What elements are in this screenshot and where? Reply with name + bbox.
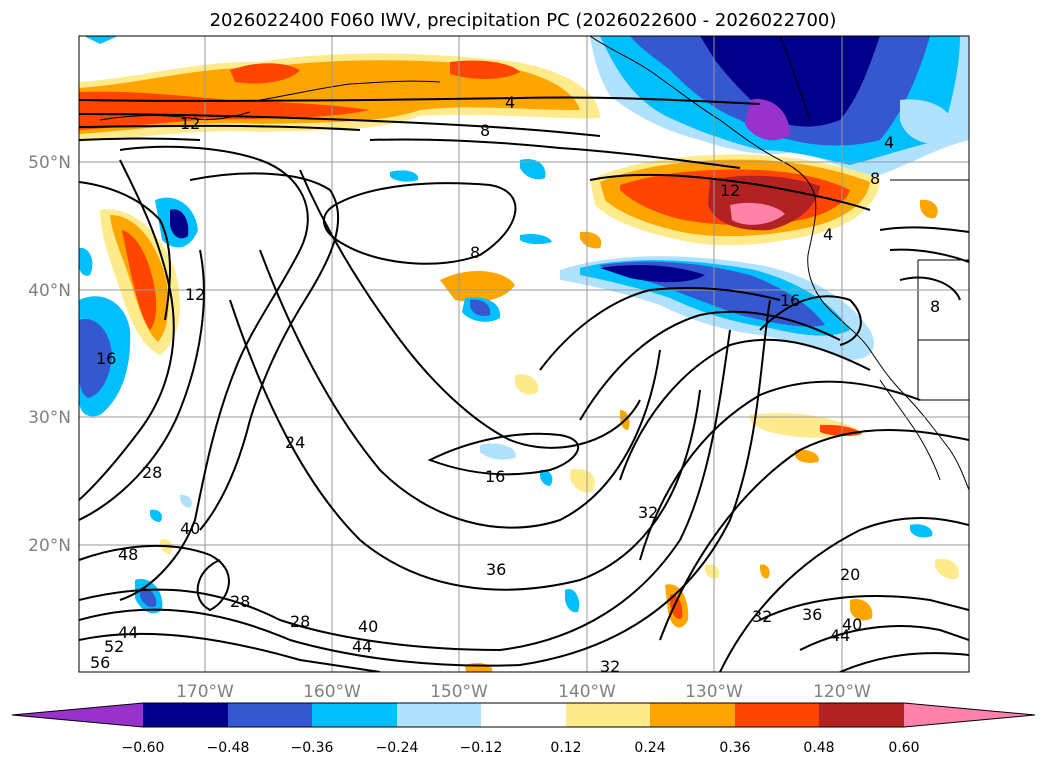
lon-labels: 170°W 160°W 150°W 140°W 130°W 120°W (176, 682, 871, 702)
contour-label: 12 (180, 114, 200, 133)
contour-label: 48 (118, 545, 138, 564)
colorbar-extend-right (904, 703, 1035, 727)
contour-label: 28 (142, 463, 162, 482)
colorbar-label: −0.36 (291, 740, 334, 756)
lat-label: 50°N (28, 153, 71, 173)
lat-label: 20°N (28, 536, 71, 556)
map-area: 4 8 12 8 4 12 4 8 16 12 16 8 16 24 28 40… (79, 36, 969, 676)
contour-label: 16 (780, 291, 800, 310)
lon-label: 120°W (813, 682, 871, 702)
lon-label: 140°W (558, 682, 616, 702)
colorbar-segment (143, 703, 228, 727)
contour-label: 16 (96, 349, 116, 368)
contour-label: 4 (505, 93, 515, 112)
colorbar-segment (481, 703, 566, 727)
contour-label: 20 (840, 565, 860, 584)
lon-label: 160°W (303, 682, 361, 702)
colorbar-label: 0.60 (888, 740, 919, 756)
contour-label: 12 (185, 285, 205, 304)
contour-label: 52 (104, 637, 124, 656)
contour-label: 40 (842, 615, 862, 634)
colorbar-segment (228, 703, 312, 727)
colorbar-label: −0.48 (207, 740, 250, 756)
graticule (79, 36, 969, 672)
contour-label: 8 (470, 243, 480, 262)
colorbar-segment (819, 703, 904, 727)
contour-label: 44 (830, 626, 850, 645)
contour-label: 40 (358, 617, 378, 636)
colorbar-segment (397, 703, 481, 727)
colorbar-label: 0.36 (719, 740, 750, 756)
lat-label: 30°N (28, 408, 71, 428)
colorbar-label: −0.12 (460, 740, 503, 756)
contour-label: 28 (230, 592, 250, 611)
contour-label: 44 (352, 637, 372, 656)
contour-label: 8 (480, 121, 490, 140)
contour-labels: 4 8 12 8 4 12 4 8 16 12 16 8 16 24 28 40… (90, 93, 940, 676)
colorbar-label: −0.24 (376, 740, 419, 756)
lat-label: 40°N (28, 281, 71, 301)
map-frame (78, 35, 970, 673)
colorbar: −0.60 −0.48 −0.36 −0.24 −0.12 0.12 0.24 … (11, 702, 1036, 756)
contour-label: 32 (600, 657, 620, 676)
colorbar-label: 0.48 (803, 740, 834, 756)
lon-label: 170°W (176, 682, 234, 702)
contour-label: 8 (870, 169, 880, 188)
contour-label: 8 (930, 297, 940, 316)
colorbar-segment (735, 703, 819, 727)
contour-label: 44 (118, 623, 138, 642)
lon-label: 130°W (685, 682, 743, 702)
coastlines (99, 36, 969, 491)
colorbar-segment (312, 703, 397, 727)
colorbar-segment (566, 703, 650, 727)
contour-label: 28 (290, 612, 310, 631)
lat-labels: 50°N 40°N 30°N 20°N (28, 153, 71, 556)
map-title: 2026022400 F060 IWV, precipitation PC (2… (210, 10, 837, 31)
contour-label: 36 (486, 560, 506, 579)
colorbar-label: −0.60 (122, 740, 165, 756)
colorbar-segment (650, 703, 735, 727)
contour-label: 12 (720, 181, 740, 200)
contour-label: 32 (752, 607, 772, 626)
contour-label: 36 (802, 605, 822, 624)
contour-label: 16 (485, 467, 505, 486)
colorbar-extend-left (12, 703, 143, 727)
precip-shading (79, 36, 969, 672)
colorbar-label: 0.12 (550, 740, 581, 756)
contour-label: 4 (823, 225, 833, 244)
contour-label: 40 (180, 519, 200, 538)
colorbar-label: 0.24 (634, 740, 665, 756)
contour-label: 4 (884, 133, 894, 152)
lon-label: 150°W (430, 682, 488, 702)
contour-label: 32 (638, 503, 658, 522)
contour-label: 56 (90, 653, 110, 672)
iwv-contours (79, 96, 969, 672)
contour-label: 24 (285, 433, 305, 452)
